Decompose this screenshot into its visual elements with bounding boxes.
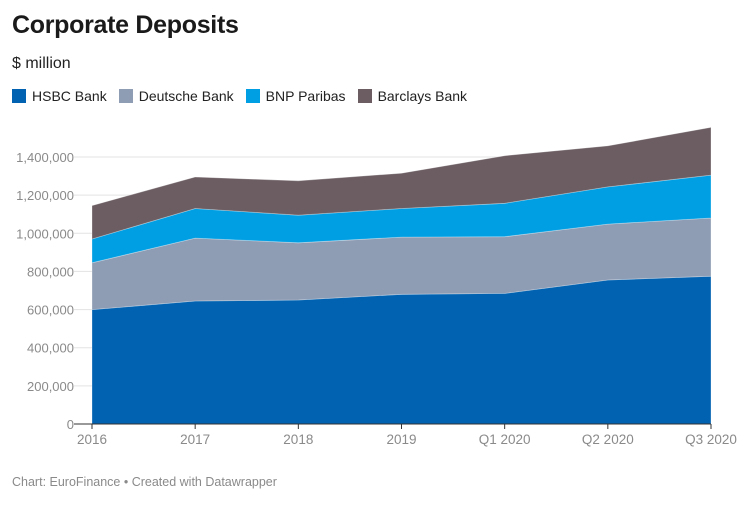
chart-title: Corporate Deposits bbox=[12, 11, 239, 39]
y-tick-label: 200,000 bbox=[27, 379, 74, 394]
y-tick-label: 1,200,000 bbox=[16, 188, 74, 203]
legend-item-bnp: BNP Paribas bbox=[245, 88, 346, 104]
legend: HSBC Bank Deutsche Bank BNP Paribas Barc… bbox=[12, 88, 479, 104]
x-tick-label: 2019 bbox=[386, 432, 416, 447]
x-tick-label: Q2 2020 bbox=[582, 432, 634, 447]
y-tick-label: 0 bbox=[67, 417, 74, 432]
legend-swatch-barclays bbox=[357, 89, 372, 103]
legend-item-deutsche: Deutsche Bank bbox=[118, 88, 234, 104]
y-tick-label: 800,000 bbox=[27, 264, 74, 279]
y-tick-label: 400,000 bbox=[27, 341, 74, 356]
legend-label-bnp: BNP Paribas bbox=[265, 88, 346, 104]
legend-label-deutsche: Deutsche Bank bbox=[138, 88, 234, 104]
x-tick-label: Q3 2020 bbox=[685, 432, 737, 447]
chart-footer: Chart: EuroFinance • Created with Datawr… bbox=[12, 475, 277, 489]
x-tick-label: 2016 bbox=[77, 432, 107, 447]
chart-subtitle: $ million bbox=[12, 55, 71, 72]
area-series-barclays-bank bbox=[91, 126, 712, 240]
x-tick-label: 2017 bbox=[180, 432, 210, 447]
chart-area: 0 200,000 400,000 600,000 800,000 1,000,000 1,… bbox=[16, 126, 737, 447]
legend-label-hsbc: HSBC Bank bbox=[32, 88, 107, 104]
x-tick-label: 2018 bbox=[283, 432, 313, 447]
legend-item-barclays: Barclays Bank bbox=[357, 88, 468, 104]
x-tick-label: Q1 2020 bbox=[479, 432, 531, 447]
legend-swatch-bnp bbox=[245, 89, 260, 103]
legend-swatch-hsbc bbox=[12, 89, 26, 103]
legend-item-hsbc: HSBC Bank bbox=[12, 88, 107, 104]
y-tick-label: 1,400,000 bbox=[16, 150, 74, 165]
y-tick-label: 600,000 bbox=[27, 303, 74, 318]
legend-swatch-deutsche bbox=[118, 89, 133, 103]
y-tick-label: 1,000,000 bbox=[16, 226, 74, 241]
legend-label-barclays: Barclays Bank bbox=[377, 88, 468, 104]
